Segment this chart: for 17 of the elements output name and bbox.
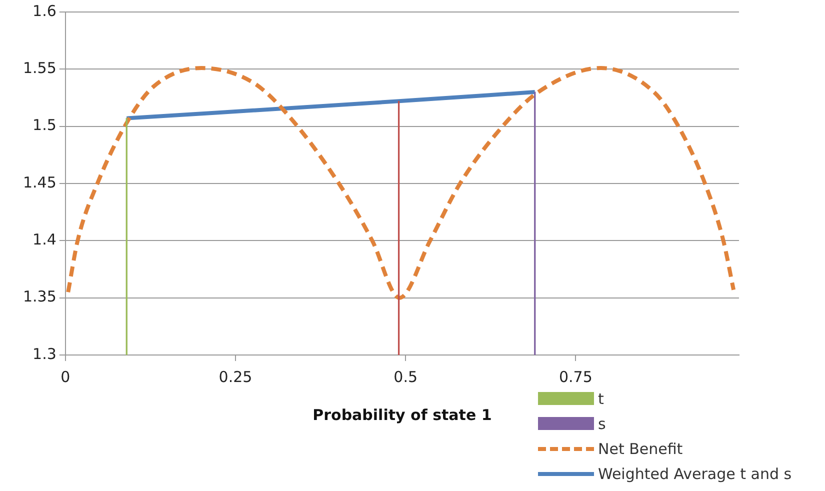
legend-label: Weighted Average t and s [598, 464, 792, 482]
y-tick-label: 1.35 [22, 288, 56, 306]
y-tick-label: 1.3 [32, 344, 56, 363]
x-tick-label: 0.75 [559, 368, 592, 386]
x-axis-title: Probability of state 1 [312, 406, 492, 424]
line-series [66, 66, 736, 300]
y-tick-label: 1.5 [32, 116, 56, 134]
x-tick-label: 0 [60, 368, 70, 386]
legend-label: s [598, 414, 606, 432]
y-tick-label: 1.4 [32, 230, 56, 249]
y-tick-label: 1.6 [32, 2, 56, 20]
legend-label: t [598, 390, 604, 408]
x-tick-label: 0.5 [394, 368, 418, 386]
legend-label: Net Benefit [598, 440, 683, 458]
y-tick-label: 1.45 [22, 173, 56, 192]
x-tick-label: 0.25 [218, 368, 252, 386]
y-tick-label: 1.55 [22, 59, 56, 78]
